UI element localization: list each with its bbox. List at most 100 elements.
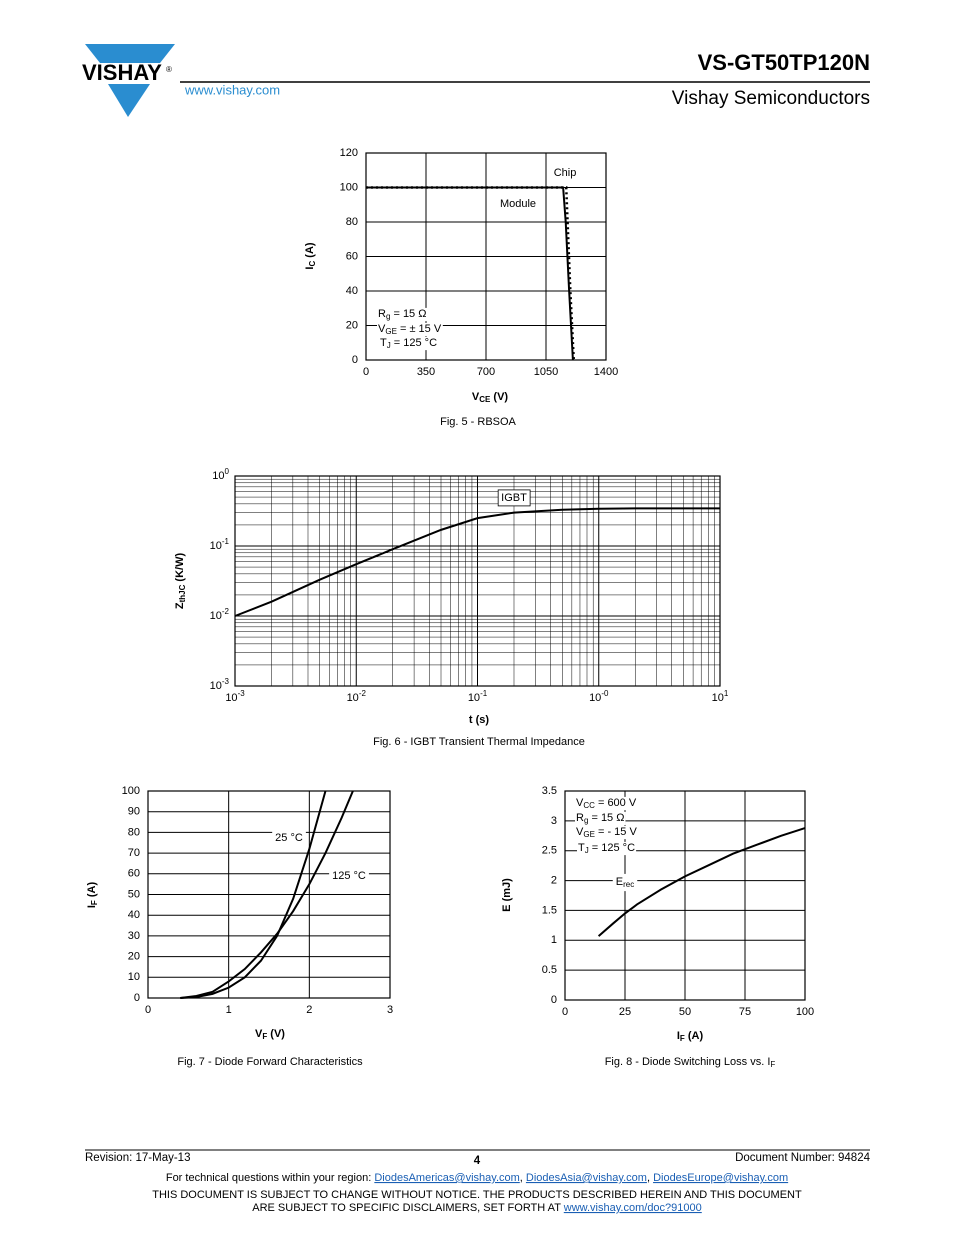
logo-shape bbox=[108, 84, 150, 117]
x-tick-label: 25 bbox=[619, 1006, 631, 1018]
y-tick-label: 20 bbox=[346, 319, 358, 331]
link[interactable]: DiodesAsia@vishay.com bbox=[526, 1172, 647, 1184]
annotation-background bbox=[377, 322, 443, 337]
x-tick-label: 700 bbox=[477, 366, 495, 378]
y-tick-label: 0 bbox=[551, 994, 557, 1006]
text-piece: V bbox=[576, 826, 584, 838]
text-piece: I bbox=[86, 905, 98, 908]
series-line bbox=[234, 507, 720, 617]
y-tick-label: 1 bbox=[551, 934, 557, 946]
plot-frame bbox=[147, 790, 391, 999]
y-tick-label: 20 bbox=[128, 951, 140, 963]
logo-text: VISHAY bbox=[82, 60, 162, 85]
series-label: 125 °C bbox=[332, 870, 366, 882]
label-background bbox=[272, 829, 306, 846]
x-tick-label: 100 bbox=[796, 1006, 814, 1018]
text-piece: = 125 °C bbox=[589, 842, 635, 854]
text-piece: Module bbox=[500, 198, 536, 210]
text-piece: J bbox=[585, 846, 589, 855]
link[interactable]: DiodesEurope@vishay.com bbox=[653, 1172, 788, 1184]
text-piece: V bbox=[472, 391, 480, 403]
x-tick-label: 50 bbox=[679, 1006, 691, 1018]
y-tick-label: 40 bbox=[128, 909, 140, 921]
x-tick-label: 2 bbox=[306, 1004, 312, 1016]
series-label: 25 °C bbox=[275, 832, 303, 844]
text-piece: T bbox=[380, 337, 387, 349]
text-piece: g bbox=[386, 312, 390, 321]
annotation: VCC = 600 V bbox=[576, 797, 637, 810]
y-tick-label: 0 bbox=[352, 354, 358, 366]
x-tick-label: 3 bbox=[387, 1004, 393, 1016]
label-background bbox=[496, 195, 540, 212]
text-piece: = 15 Ω bbox=[588, 812, 624, 824]
text-piece: For technical questions within your regi… bbox=[166, 1172, 375, 1184]
text-piece: -3 bbox=[222, 677, 230, 686]
annotation: TJ = 125 °C bbox=[578, 842, 635, 855]
annotation: TJ = 125 °C bbox=[380, 337, 437, 350]
label-background bbox=[329, 867, 369, 884]
y-axis-label: ZthJC (K/W) bbox=[174, 553, 187, 610]
x-axis-label: VF (V) bbox=[255, 1028, 285, 1041]
logo-registered: ® bbox=[166, 65, 172, 74]
plot-frame bbox=[564, 790, 806, 1001]
annotation-background bbox=[377, 307, 428, 322]
y-tick-label: 0.5 bbox=[542, 964, 557, 976]
text-piece: C bbox=[308, 261, 317, 267]
text-piece: I bbox=[677, 1030, 680, 1042]
link[interactable]: DiodesAmericas@vishay.com bbox=[374, 1172, 519, 1184]
annotation: Rg = 15 Ω bbox=[378, 308, 426, 321]
text-piece: CC bbox=[583, 801, 595, 810]
figure-caption: Fig. 7 - Diode Forward Characteristics bbox=[177, 1056, 363, 1068]
figure-caption: Fig. 5 - RBSOA bbox=[440, 416, 516, 428]
plot-frame bbox=[365, 152, 607, 361]
text-piece: 25 °C bbox=[275, 832, 303, 844]
series-label: Erec bbox=[616, 876, 634, 889]
text-piece: 10 bbox=[210, 610, 222, 622]
text-piece: V bbox=[576, 797, 584, 809]
text-piece: t (s) bbox=[469, 714, 490, 726]
series-line bbox=[180, 790, 327, 999]
series-label: Chip bbox=[554, 167, 577, 179]
text-piece: V bbox=[378, 323, 386, 335]
y-tick-label: 3 bbox=[551, 815, 557, 827]
text-piece: F bbox=[262, 1032, 267, 1041]
y-tick-label: 80 bbox=[346, 216, 358, 228]
y-tick-label: 120 bbox=[340, 147, 358, 159]
y-tick-label: 1.5 bbox=[542, 904, 557, 916]
annotation: VGE = ± 15 V bbox=[378, 323, 442, 336]
label-background bbox=[497, 489, 531, 507]
text-piece: E (mJ) bbox=[501, 878, 513, 912]
text-piece: 125 °C bbox=[332, 870, 366, 882]
text-piece: Fig. 8 - Diode Switching Loss vs. I bbox=[605, 1056, 771, 1068]
revision: Revision: 17-May-13 bbox=[85, 1152, 190, 1164]
text-piece: 10 bbox=[210, 540, 222, 552]
x-axis-label: IF (A) bbox=[677, 1030, 704, 1043]
y-axis-label: IC (A) bbox=[304, 242, 317, 270]
figure-caption: Fig. 8 - Diode Switching Loss vs. IF bbox=[605, 1056, 776, 1069]
text-piece: = 600 V bbox=[595, 797, 637, 809]
annotation: Rg = 15 Ω bbox=[576, 812, 624, 825]
footer-disclaimer: ARE SUBJECT TO SPECIFIC DISCLAIMERS, SET… bbox=[252, 1202, 702, 1214]
text-piece: = - 15 V bbox=[595, 826, 638, 838]
y-axis-label: IF (A) bbox=[86, 882, 99, 909]
y-tick-label: 90 bbox=[128, 806, 140, 818]
text-piece: (V) bbox=[490, 391, 508, 403]
text-piece: -1 bbox=[480, 689, 488, 698]
text-piece: -0 bbox=[601, 689, 609, 698]
text-piece: , bbox=[647, 1172, 653, 1184]
link[interactable]: www.vishay.com/doc?91000 bbox=[563, 1202, 702, 1214]
x-tick-label: 10-1 bbox=[468, 689, 488, 704]
text-piece: Fig. 5 - RBSOA bbox=[440, 416, 516, 428]
text-piece: CE bbox=[479, 395, 491, 404]
series-label: Module bbox=[500, 198, 536, 210]
header-url[interactable]: www.vishay.com bbox=[184, 82, 280, 97]
y-tick-label: 10-3 bbox=[210, 677, 230, 692]
y-tick-label: 2 bbox=[551, 874, 557, 886]
text-piece: (A) bbox=[304, 242, 316, 261]
y-tick-label: 30 bbox=[128, 930, 140, 942]
footer-questions: For technical questions within your regi… bbox=[166, 1172, 788, 1184]
company: Vishay Semiconductors bbox=[672, 88, 870, 109]
